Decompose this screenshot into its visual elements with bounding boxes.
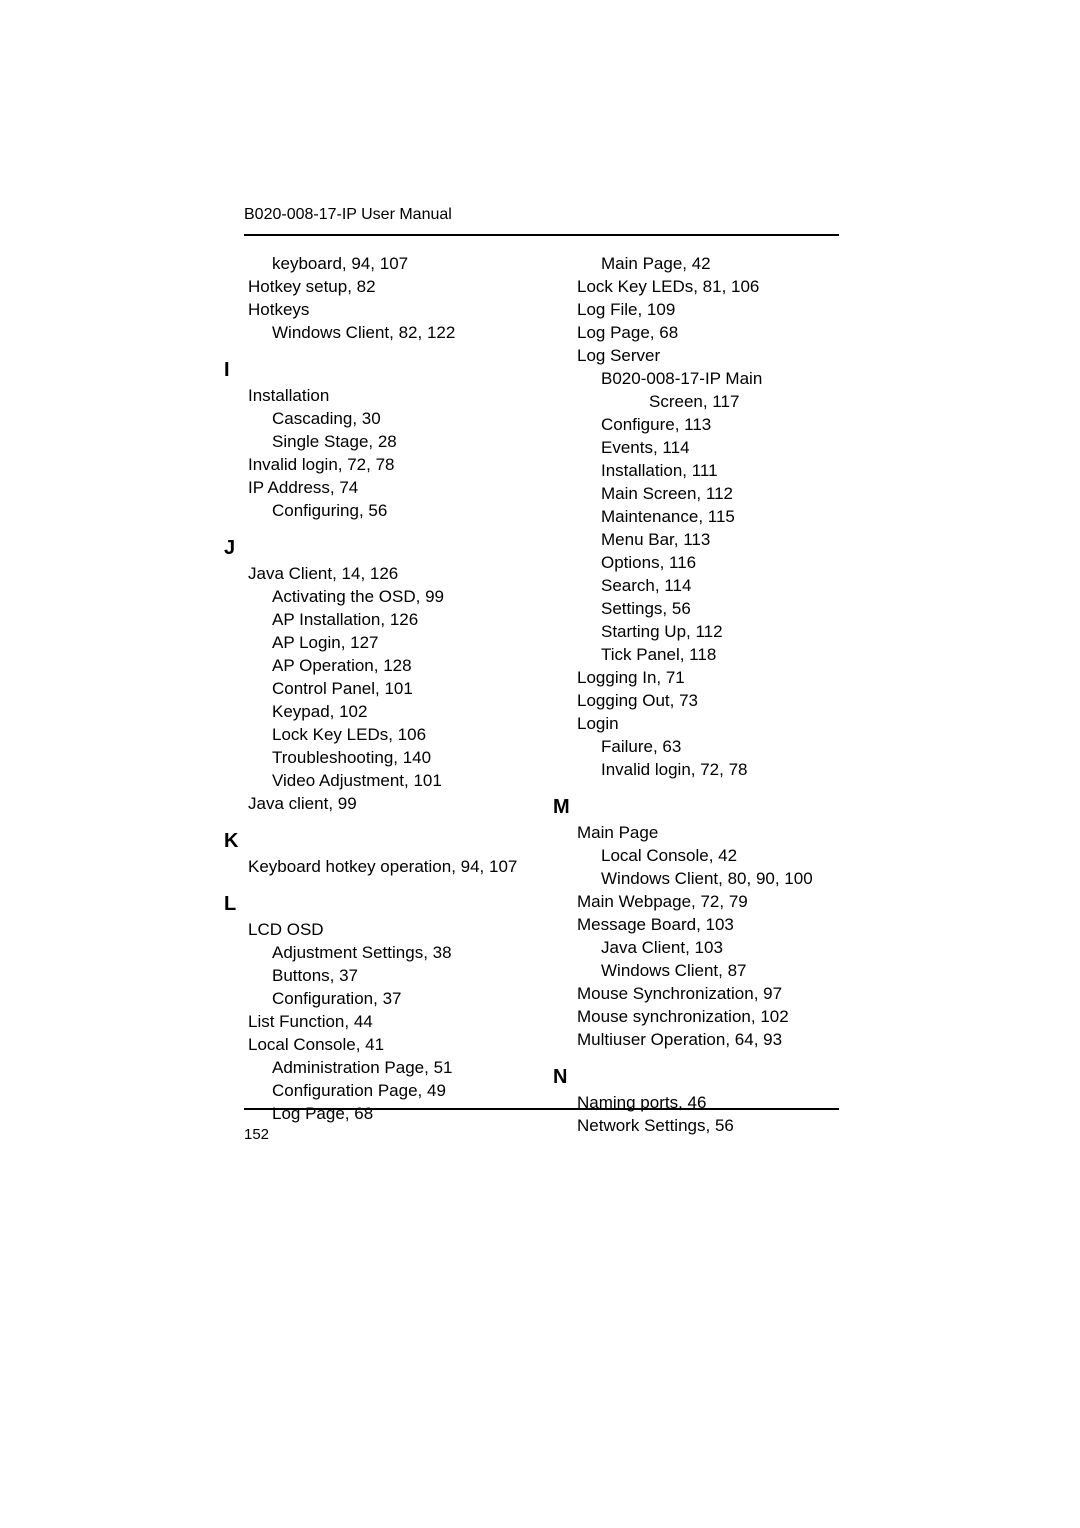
index-entry: LCD OSD <box>224 918 525 941</box>
index-entry: Java Client, 103 <box>553 936 860 959</box>
page: B020-008-17-IP User Manual keyboard, 94,… <box>0 0 1080 1528</box>
index-entry: Tick Panel, 118 <box>553 643 860 666</box>
index-entry: Hotkey setup, 82 <box>224 275 525 298</box>
index-entry: Naming ports, 46 <box>553 1091 860 1114</box>
index-entry: Administration Page, 51 <box>224 1056 525 1079</box>
index-entry: Logging In, 71 <box>553 666 860 689</box>
index-entry: Local Console, 42 <box>553 844 860 867</box>
index-entry: Activating the OSD, 99 <box>224 585 525 608</box>
index-entry: Installation, 111 <box>553 459 860 482</box>
index-entry: AP Installation, 126 <box>224 608 525 631</box>
index-entry: Control Panel, 101 <box>224 677 525 700</box>
index-entry: Menu Bar, 113 <box>553 528 860 551</box>
index-entry: Configure, 113 <box>553 413 860 436</box>
index-entry: Troubleshooting, 140 <box>224 746 525 769</box>
index-entry: Keypad, 102 <box>224 700 525 723</box>
index-entry: Windows Client, 80, 90, 100 <box>553 867 860 890</box>
index-letter-L: L <box>224 892 525 916</box>
index-entry: Mouse Synchronization, 97 <box>553 982 860 1005</box>
index-entry: Windows Client, 82, 122 <box>224 321 525 344</box>
index-entry: Options, 116 <box>553 551 860 574</box>
index-letter-J: J <box>224 536 525 560</box>
index-entry: Main Page <box>553 821 860 844</box>
index-entry: Log Page, 68 <box>553 321 860 344</box>
index-entry: keyboard, 94, 107 <box>224 252 525 275</box>
index-entry: Configuration, 37 <box>224 987 525 1010</box>
index-entry: Network Settings, 56 <box>553 1114 860 1137</box>
index-letter-K: K <box>224 829 525 853</box>
index-entry: Screen, 117 <box>553 390 860 413</box>
index-entry: Failure, 63 <box>553 735 860 758</box>
footer-rule-wrap <box>244 1108 839 1110</box>
index-entry: Mouse synchronization, 102 <box>553 1005 860 1028</box>
index-entry: Hotkeys <box>224 298 525 321</box>
footer-rule <box>244 1108 839 1110</box>
index-entry: Invalid login, 72, 78 <box>224 453 525 476</box>
index-entry: Local Console, 41 <box>224 1033 525 1056</box>
index-entry: Configuring, 56 <box>224 499 525 522</box>
index-entry: Installation <box>224 384 525 407</box>
index-entry: Configuration Page, 49 <box>224 1079 525 1102</box>
index-entry: Keyboard hotkey operation, 94, 107 <box>224 855 525 878</box>
index-entry: Search, 114 <box>553 574 860 597</box>
index-entry: Cascading, 30 <box>224 407 525 430</box>
index-entry: IP Address, 74 <box>224 476 525 499</box>
index-entry: AP Operation, 128 <box>224 654 525 677</box>
index-entry: Windows Client, 87 <box>553 959 860 982</box>
index-entry: Java client, 99 <box>224 792 525 815</box>
index-entry: Maintenance, 115 <box>553 505 860 528</box>
index-entry: Adjustment Settings, 38 <box>224 941 525 964</box>
index-entry: Single Stage, 28 <box>224 430 525 453</box>
index-entry: Log File, 109 <box>553 298 860 321</box>
index-entry: Main Webpage, 72, 79 <box>553 890 860 913</box>
index-letter-M: M <box>553 795 860 819</box>
index-entry: Starting Up, 112 <box>553 620 860 643</box>
index-entry: Logging Out, 73 <box>553 689 860 712</box>
index-column-right: Main Page, 42 Lock Key LEDs, 81, 106 Log… <box>535 252 860 1137</box>
header-title: B020-008-17-IP User Manual <box>244 206 836 234</box>
index-letter-I: I <box>224 358 525 382</box>
index-entry: List Function, 44 <box>224 1010 525 1033</box>
header-rule <box>244 234 839 236</box>
index-entry: Events, 114 <box>553 436 860 459</box>
index-entry: AP Login, 127 <box>224 631 525 654</box>
index-entry: Log Server <box>553 344 860 367</box>
page-number: 152 <box>244 1126 269 1143</box>
index-column-left: keyboard, 94, 107 Hotkey setup, 82 Hotke… <box>210 252 535 1137</box>
index-entry: B020-008-17-IP Main <box>553 367 860 390</box>
index-entry: Lock Key LEDs, 106 <box>224 723 525 746</box>
index-entry: Invalid login, 72, 78 <box>553 758 860 781</box>
index-entry: Main Screen, 112 <box>553 482 860 505</box>
index-entry: Lock Key LEDs, 81, 106 <box>553 275 860 298</box>
index-entry: Multiuser Operation, 64, 93 <box>553 1028 860 1051</box>
index-entry: Log Page, 68 <box>224 1102 525 1125</box>
index-entry: Message Board, 103 <box>553 913 860 936</box>
index-columns: keyboard, 94, 107 Hotkey setup, 82 Hotke… <box>210 252 860 1137</box>
index-entry: Login <box>553 712 860 735</box>
index-entry: Settings, 56 <box>553 597 860 620</box>
index-entry: Main Page, 42 <box>553 252 860 275</box>
index-entry: Video Adjustment, 101 <box>224 769 525 792</box>
page-header: B020-008-17-IP User Manual <box>244 206 836 236</box>
index-letter-N: N <box>553 1065 860 1089</box>
index-entry: Buttons, 37 <box>224 964 525 987</box>
index-entry: Java Client, 14, 126 <box>224 562 525 585</box>
